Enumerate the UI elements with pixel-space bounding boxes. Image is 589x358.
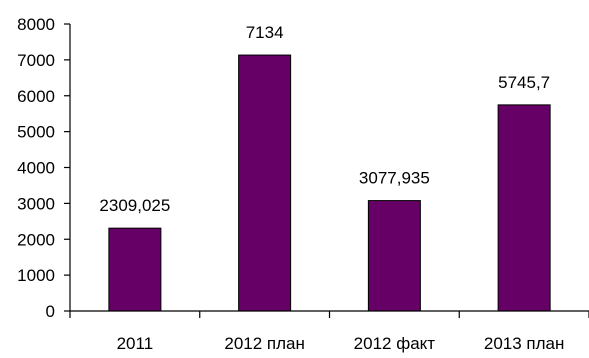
y-tick-label: 2000 xyxy=(17,230,55,249)
bar-value-label: 3077,935 xyxy=(359,169,430,188)
y-axis-ticks: 0 1000 2000 3000 4000 5000 6000 7000 8000 xyxy=(17,15,70,321)
y-tick-label: 1000 xyxy=(17,266,55,285)
y-tick-label: 3000 xyxy=(17,194,55,213)
bar xyxy=(238,54,292,312)
bar-value-label: 7134 xyxy=(246,23,284,42)
category-labels: 2011 2012 план 2012 факт 2013 план xyxy=(117,334,565,353)
bar-value-label: 2309,025 xyxy=(99,196,170,215)
bars xyxy=(108,54,551,312)
y-tick-label: 0 xyxy=(46,302,55,321)
y-tick-label: 6000 xyxy=(17,87,55,106)
bar xyxy=(497,104,551,312)
category-label: 2012 план xyxy=(224,334,305,353)
bar xyxy=(367,200,421,312)
bar-value-label: 5745,7 xyxy=(498,73,550,92)
x-axis-ticks xyxy=(69,311,589,318)
y-tick-label: 7000 xyxy=(17,51,55,70)
y-tick-label: 4000 xyxy=(17,159,55,178)
data-labels: 2309,025 7134 3077,935 5745,7 xyxy=(99,23,550,215)
bar xyxy=(108,227,162,312)
category-label: 2011 xyxy=(117,334,154,353)
category-label: 2012 факт xyxy=(354,334,436,353)
category-label: 2013 план xyxy=(484,334,565,353)
y-tick-label: 8000 xyxy=(17,15,55,34)
y-tick-label: 5000 xyxy=(17,123,55,142)
